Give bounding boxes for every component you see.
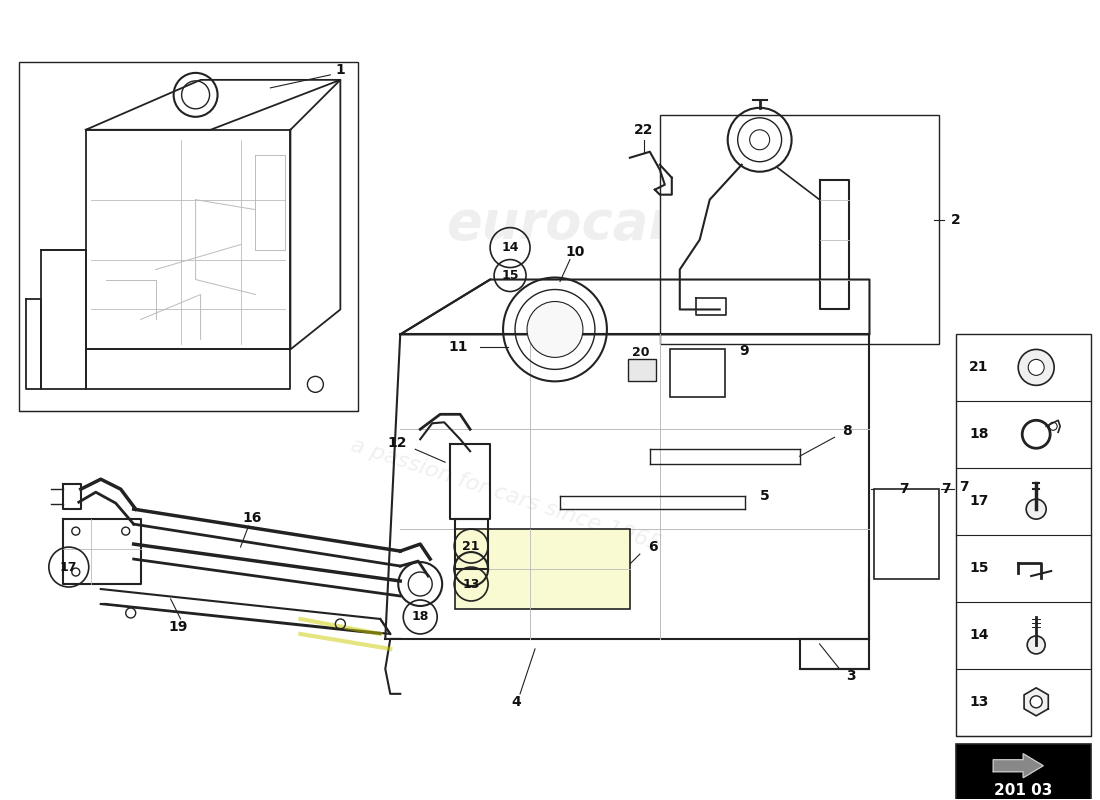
Text: a passion for cars since 1965: a passion for cars since 1965 bbox=[348, 435, 664, 555]
Text: 15: 15 bbox=[969, 561, 989, 575]
Text: 22: 22 bbox=[634, 122, 653, 137]
Text: 7: 7 bbox=[959, 480, 969, 494]
Bar bbox=[660, 115, 939, 345]
Circle shape bbox=[527, 302, 583, 358]
Bar bbox=[455, 529, 630, 609]
Text: 21: 21 bbox=[462, 539, 480, 553]
Text: 4: 4 bbox=[512, 695, 521, 709]
Text: 2: 2 bbox=[952, 213, 961, 226]
Bar bbox=[670, 350, 725, 398]
Text: 13: 13 bbox=[969, 695, 989, 709]
Text: 17: 17 bbox=[969, 494, 989, 508]
Text: 14: 14 bbox=[502, 241, 519, 254]
Circle shape bbox=[1019, 350, 1054, 386]
Text: 17: 17 bbox=[60, 561, 78, 574]
Circle shape bbox=[1028, 359, 1044, 375]
Text: 7: 7 bbox=[900, 482, 909, 496]
Polygon shape bbox=[993, 754, 1043, 778]
Text: 14: 14 bbox=[969, 628, 989, 642]
Bar bbox=[19, 62, 359, 411]
Text: 7: 7 bbox=[942, 482, 952, 496]
Text: 12: 12 bbox=[387, 436, 407, 450]
Text: 9: 9 bbox=[739, 345, 749, 358]
Text: 19: 19 bbox=[169, 620, 188, 634]
FancyBboxPatch shape bbox=[956, 744, 1091, 800]
Circle shape bbox=[1027, 636, 1045, 654]
Text: 1: 1 bbox=[336, 63, 345, 77]
Circle shape bbox=[1026, 499, 1046, 519]
Text: 18: 18 bbox=[411, 610, 429, 623]
Text: 5: 5 bbox=[760, 489, 769, 503]
Text: 8: 8 bbox=[843, 424, 852, 438]
Text: 201 03: 201 03 bbox=[994, 783, 1053, 798]
Text: 15: 15 bbox=[502, 269, 519, 282]
Text: 21: 21 bbox=[969, 360, 989, 374]
Text: 3: 3 bbox=[847, 669, 856, 683]
Text: eurocarparts: eurocarparts bbox=[446, 198, 830, 250]
Text: 13: 13 bbox=[462, 578, 480, 590]
Bar bbox=[628, 359, 656, 382]
Text: 20: 20 bbox=[632, 346, 650, 359]
Text: 6: 6 bbox=[648, 540, 658, 554]
Text: 16: 16 bbox=[243, 511, 262, 525]
Text: 18: 18 bbox=[969, 427, 989, 442]
Circle shape bbox=[1031, 696, 1042, 708]
Polygon shape bbox=[1024, 688, 1048, 716]
Text: 11: 11 bbox=[449, 341, 469, 354]
Bar bbox=[874, 489, 939, 579]
Text: 10: 10 bbox=[565, 245, 584, 258]
Bar bbox=[956, 334, 1091, 736]
